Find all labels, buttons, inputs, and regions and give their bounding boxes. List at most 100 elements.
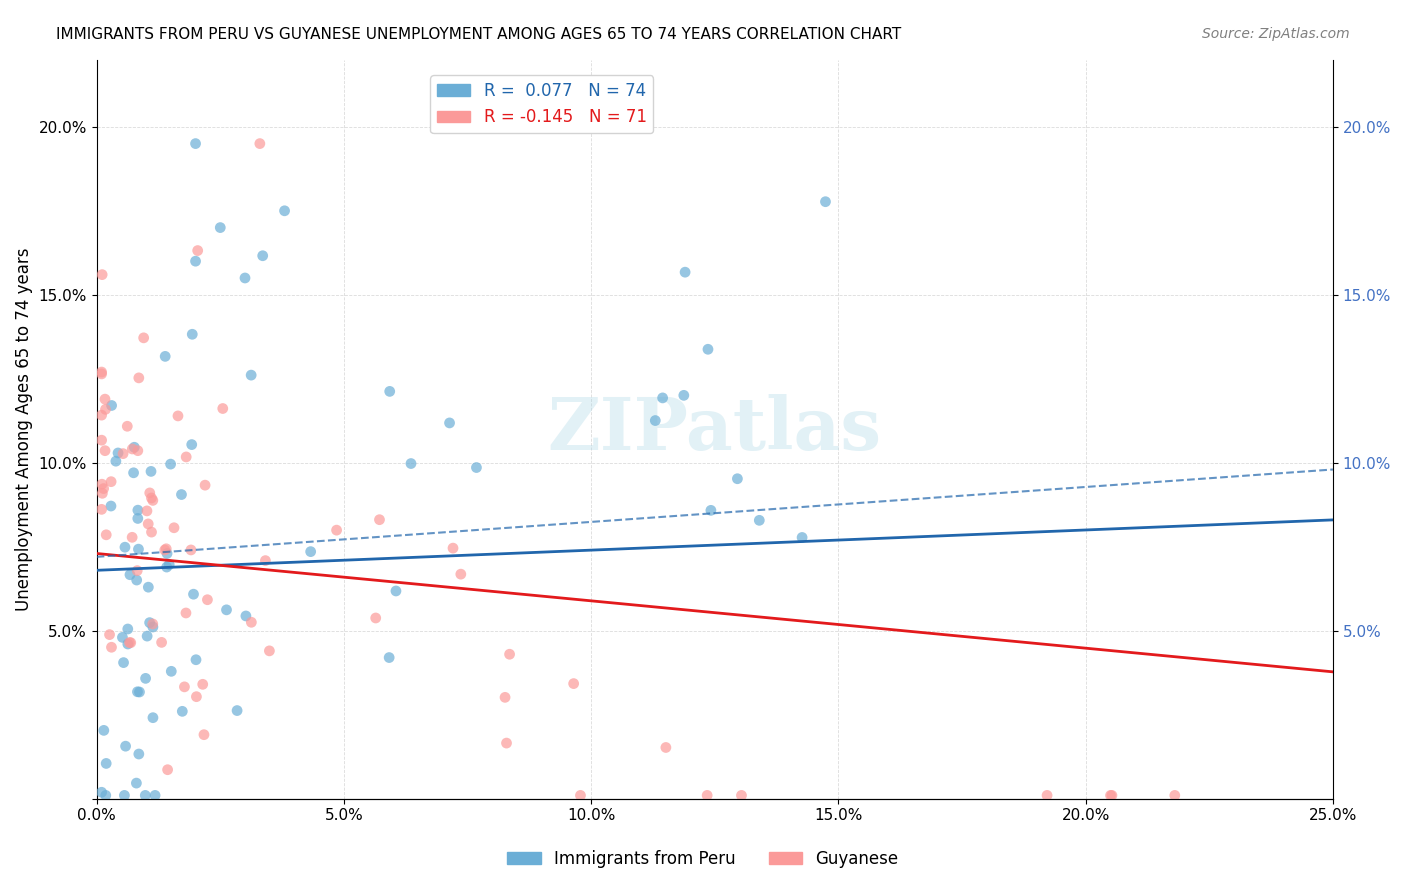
Guyanese	[211, 401, 233, 416]
Guyanese	[90, 408, 112, 422]
Immigrants from Peru	[128, 747, 150, 761]
Guyanese	[94, 443, 117, 458]
Guyanese	[240, 615, 263, 630]
Guyanese	[1099, 789, 1122, 803]
Guyanese	[569, 789, 592, 803]
Guyanese	[90, 502, 112, 516]
Immigrants from Peru	[142, 711, 165, 725]
Immigrants from Peru	[138, 615, 160, 630]
Guyanese	[117, 419, 139, 434]
Guyanese	[141, 491, 163, 505]
Guyanese	[94, 402, 117, 417]
Guyanese	[498, 647, 520, 661]
Guyanese	[249, 136, 271, 151]
Immigrants from Peru	[184, 653, 207, 667]
Immigrants from Peru	[170, 487, 193, 501]
Immigrants from Peru	[183, 587, 205, 601]
Guyanese	[197, 592, 219, 607]
Guyanese	[90, 367, 112, 381]
Immigrants from Peru	[209, 220, 232, 235]
Immigrants from Peru	[273, 203, 295, 218]
Immigrants from Peru	[644, 413, 666, 427]
Immigrants from Peru	[378, 384, 401, 399]
Immigrants from Peru	[157, 558, 180, 572]
Immigrants from Peru	[156, 560, 179, 574]
Immigrants from Peru	[139, 464, 162, 478]
Immigrants from Peru	[159, 457, 181, 471]
Guyanese	[90, 365, 112, 379]
Guyanese	[112, 447, 135, 461]
Immigrants from Peru	[117, 622, 139, 636]
Immigrants from Peru	[153, 350, 176, 364]
Immigrants from Peru	[160, 665, 183, 679]
Guyanese	[193, 728, 215, 742]
Guyanese	[187, 244, 209, 258]
Immigrants from Peru	[128, 685, 150, 699]
Guyanese	[98, 627, 121, 641]
Guyanese	[730, 789, 752, 803]
Immigrants from Peru	[122, 466, 145, 480]
Immigrants from Peru	[127, 511, 149, 525]
Immigrants from Peru	[94, 789, 117, 803]
Legend: Immigrants from Peru, Guyanese: Immigrants from Peru, Guyanese	[501, 844, 905, 875]
Guyanese	[91, 486, 114, 500]
Immigrants from Peru	[104, 454, 127, 468]
Immigrants from Peru	[138, 580, 160, 594]
Immigrants from Peru	[299, 544, 322, 558]
Immigrants from Peru	[215, 603, 238, 617]
Guyanese	[100, 640, 122, 655]
Guyanese	[120, 635, 142, 649]
Text: ZIPatlas: ZIPatlas	[548, 393, 882, 465]
Guyanese	[194, 478, 217, 492]
Guyanese	[495, 736, 517, 750]
Immigrants from Peru	[114, 739, 136, 754]
Immigrants from Peru	[127, 503, 149, 517]
Guyanese	[139, 486, 162, 500]
Guyanese	[562, 676, 585, 690]
Guyanese	[90, 433, 112, 447]
Guyanese	[153, 543, 176, 558]
Immigrants from Peru	[156, 547, 179, 561]
Guyanese	[450, 567, 472, 582]
Guyanese	[136, 516, 159, 531]
Immigrants from Peru	[240, 368, 263, 383]
Guyanese	[132, 331, 155, 345]
Immigrants from Peru	[142, 620, 165, 634]
Immigrants from Peru	[465, 460, 488, 475]
Immigrants from Peru	[143, 789, 166, 803]
Immigrants from Peru	[181, 327, 204, 342]
Immigrants from Peru	[235, 609, 257, 624]
Guyanese	[163, 521, 186, 535]
Guyanese	[91, 268, 114, 282]
Immigrants from Peru	[233, 271, 256, 285]
Guyanese	[150, 635, 173, 649]
Guyanese	[174, 450, 197, 464]
Guyanese	[696, 789, 718, 803]
Immigrants from Peru	[651, 391, 673, 405]
Guyanese	[325, 523, 347, 537]
Guyanese	[1164, 789, 1187, 803]
Immigrants from Peru	[134, 789, 156, 803]
Immigrants from Peru	[117, 637, 139, 651]
Guyanese	[191, 677, 214, 691]
Guyanese	[155, 541, 177, 556]
Y-axis label: Unemployment Among Ages 65 to 74 years: Unemployment Among Ages 65 to 74 years	[15, 247, 32, 611]
Immigrants from Peru	[226, 704, 249, 718]
Immigrants from Peru	[93, 723, 115, 738]
Immigrants from Peru	[748, 513, 770, 527]
Immigrants from Peru	[114, 540, 136, 554]
Immigrants from Peru	[124, 440, 146, 454]
Guyanese	[259, 644, 281, 658]
Immigrants from Peru	[378, 650, 401, 665]
Guyanese	[167, 409, 190, 423]
Guyanese	[142, 616, 165, 631]
Immigrants from Peru	[125, 573, 148, 587]
Guyanese	[128, 371, 150, 385]
Guyanese	[173, 680, 195, 694]
Guyanese	[186, 690, 208, 704]
Immigrants from Peru	[118, 567, 141, 582]
Guyanese	[156, 763, 179, 777]
Immigrants from Peru	[725, 472, 748, 486]
Immigrants from Peru	[100, 499, 122, 513]
Guyanese	[94, 392, 117, 406]
